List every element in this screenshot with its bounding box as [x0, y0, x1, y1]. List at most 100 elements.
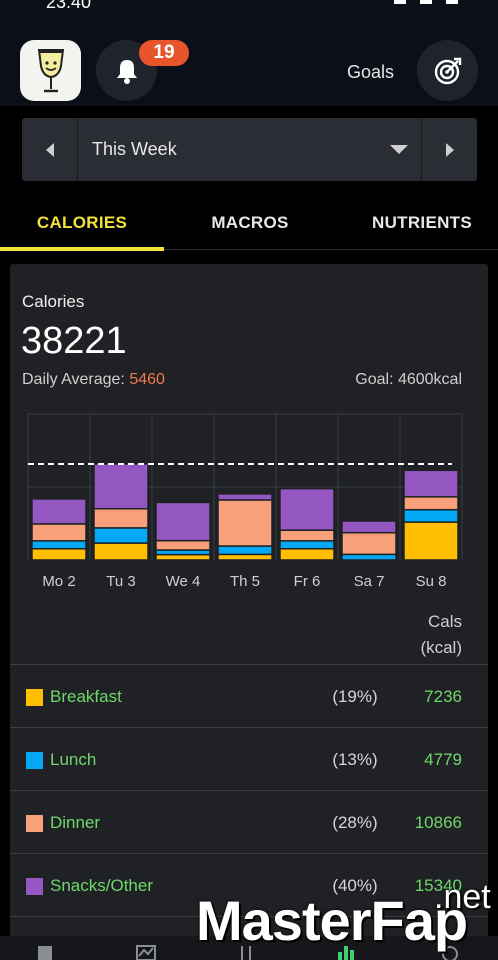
- snacks-swatch: [26, 878, 43, 895]
- bar-segment[interactable]: [403, 508, 459, 523]
- table-row-lunch[interactable]: Lunch (13%) 4779: [10, 727, 488, 790]
- bar-segment[interactable]: [403, 469, 459, 498]
- row-percent: (19%): [332, 687, 378, 706]
- signal-icon: [394, 0, 406, 4]
- daily-average-label: Daily Average:: [22, 371, 130, 388]
- x-tick-label: Tu 3: [106, 573, 135, 590]
- bar-segment[interactable]: [155, 539, 211, 551]
- row-percent: (40%): [332, 876, 378, 895]
- wifi-icon: [420, 0, 432, 4]
- bar-segment[interactable]: [279, 529, 335, 542]
- goals-label[interactable]: Goals: [347, 62, 395, 82]
- row-name: Lunch: [50, 750, 97, 769]
- tab-nutrients-label: NUTRIENTS: [372, 212, 472, 232]
- x-tick-label: Sa 7: [354, 573, 385, 590]
- row-calories: 7236: [424, 687, 462, 706]
- row-percent: (13%): [332, 750, 378, 769]
- food-icon[interactable]: [236, 944, 256, 960]
- x-tick-label: Mo 2: [42, 573, 75, 590]
- row-name: Snacks/Other: [50, 876, 153, 895]
- row-calories: 4779: [424, 750, 462, 769]
- row-calories: 10866: [414, 813, 462, 832]
- bar-segment[interactable]: [93, 527, 149, 544]
- cals-column-header: Cals (kcal): [420, 609, 462, 661]
- watermark-text: MasterFap: [196, 889, 468, 952]
- bottom-navigation: [0, 936, 498, 960]
- charts-icon[interactable]: [336, 944, 356, 960]
- status-bar: 23:40: [0, 0, 498, 14]
- x-tick-label: Fr 6: [294, 573, 321, 590]
- status-icons: [394, 0, 458, 4]
- bar-segment[interactable]: [279, 487, 335, 531]
- bar-segment[interactable]: [279, 540, 335, 550]
- bar-segment[interactable]: [93, 463, 149, 510]
- calories-chart[interactable]: Mo 2 Tu 3 We 4 Th 5 Fr 6 Sa 7 Su 8: [10, 404, 488, 594]
- more-icon[interactable]: [440, 944, 460, 960]
- dinner-swatch: [26, 815, 43, 832]
- row-name: Breakfast: [50, 687, 122, 706]
- bar-segment[interactable]: [403, 496, 459, 511]
- cals-header-line1: Cals: [427, 612, 462, 631]
- daily-average: Daily Average: 5460: [22, 371, 165, 389]
- bar-segment[interactable]: [31, 540, 87, 550]
- calories-card: Calories 38221 Daily Average: 5460 Goal:…: [10, 264, 488, 960]
- chevron-right-icon: [445, 142, 454, 157]
- chevron-left-icon: [45, 142, 54, 157]
- goal-text: Goal: 4600kcal: [355, 371, 462, 388]
- diary-icon[interactable]: [36, 944, 56, 960]
- tab-calories-label: CALORIES: [36, 212, 128, 232]
- progress-icon[interactable]: [136, 944, 156, 960]
- bar-segment[interactable]: [341, 520, 397, 534]
- daily-average-value: 5460: [129, 371, 165, 388]
- period-value: This Week: [92, 139, 177, 159]
- bar-segment[interactable]: [155, 501, 211, 542]
- period-dropdown[interactable]: This Week: [79, 118, 420, 181]
- tab-calories[interactable]: CALORIES: [0, 195, 164, 251]
- bar-segment[interactable]: [217, 493, 273, 501]
- bar-segment[interactable]: [155, 553, 211, 561]
- x-tick-label: Su 8: [416, 573, 447, 590]
- row-name: Dinner: [50, 813, 101, 832]
- x-tick-label: We 4: [166, 573, 201, 590]
- row-percent: (28%): [332, 813, 378, 832]
- watermark: MasterFap .net: [196, 878, 491, 953]
- period-next-button[interactable]: [421, 118, 477, 181]
- table-row-dinner[interactable]: Dinner (28%) 10866: [10, 790, 488, 853]
- row-calories: 15340: [414, 876, 462, 895]
- tab-macros-label: MACROS: [211, 212, 289, 232]
- tab-macros[interactable]: MACROS: [170, 195, 330, 250]
- notification-badge: 19: [139, 40, 189, 66]
- tab-nutrients[interactable]: NUTRIENTS: [348, 195, 496, 250]
- bar-segment[interactable]: [31, 498, 87, 525]
- wine-glass-icon[interactable]: [20, 40, 81, 101]
- bar-segment[interactable]: [341, 531, 397, 556]
- x-tick-label: Th 5: [230, 573, 260, 590]
- period-selector: This Week: [22, 118, 477, 181]
- lunch-swatch: [26, 752, 43, 769]
- app-header: 19 Goals: [0, 14, 498, 106]
- bar-segment[interactable]: [217, 553, 273, 561]
- cals-header-line2: (kcal): [420, 638, 462, 657]
- bar-segment[interactable]: [217, 545, 273, 556]
- bar-segment[interactable]: [93, 542, 149, 561]
- table-row-breakfast[interactable]: Breakfast (19%) 7236: [10, 664, 488, 727]
- bar-segment[interactable]: [403, 521, 459, 561]
- bar-segment[interactable]: [341, 553, 397, 561]
- active-tab-indicator: [0, 247, 164, 251]
- target-icon[interactable]: [417, 40, 478, 101]
- watermark-suffix: .net: [434, 878, 491, 916]
- table-row-snacks[interactable]: Snacks/Other (40%) 15340: [10, 853, 488, 916]
- bar-segment[interactable]: [31, 523, 87, 542]
- period-prev-button[interactable]: [22, 118, 78, 181]
- caret-down-icon: [390, 145, 408, 154]
- bar-segment[interactable]: [31, 547, 87, 561]
- status-time: 23:40: [46, 0, 92, 12]
- battery-icon: [446, 0, 458, 4]
- card-title: Calories: [22, 292, 85, 311]
- bar-segment[interactable]: [217, 499, 273, 547]
- bar-segment[interactable]: [279, 547, 335, 561]
- calories-total: 38221: [21, 320, 127, 362]
- bar-segment[interactable]: [93, 507, 149, 529]
- table-divider: [10, 916, 488, 960]
- breakfast-swatch: [26, 689, 43, 706]
